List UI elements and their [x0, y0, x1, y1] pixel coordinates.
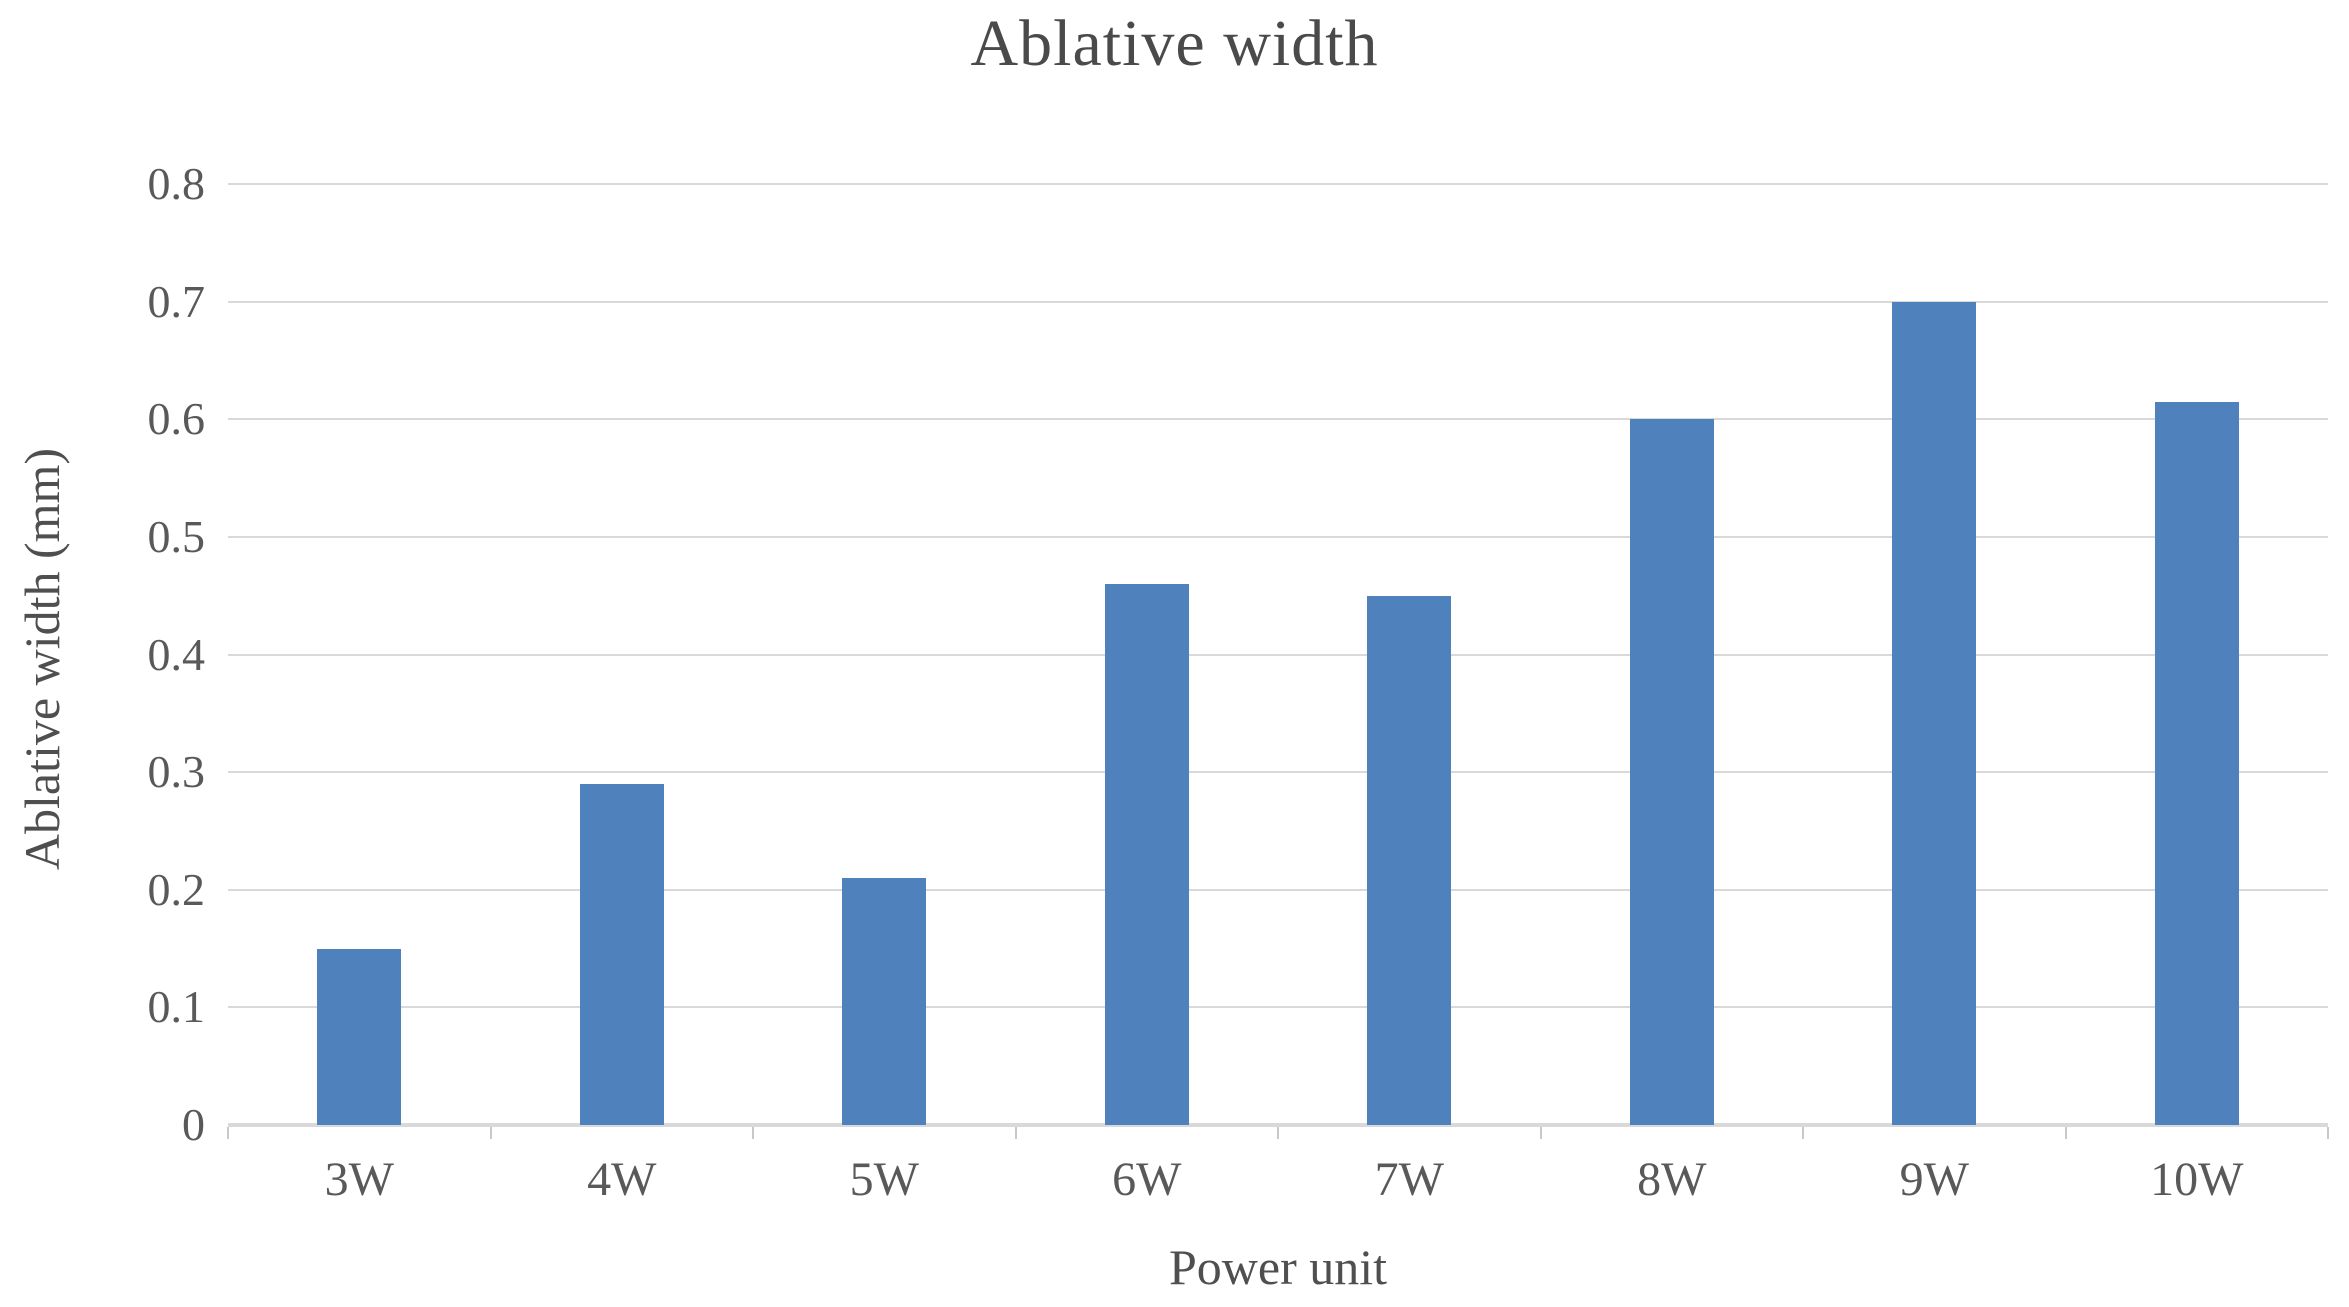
- x-tick-label: 6W: [1112, 1153, 1182, 1206]
- bar-8w: [1629, 419, 1714, 1125]
- y-tick-label: 0.8: [147, 158, 206, 209]
- x-axis-tick-mark: [1277, 1127, 1279, 1139]
- gridline: [228, 418, 2328, 421]
- x-axis-tick-mark: [1539, 1127, 1542, 1139]
- x-axis-tick-mark: [227, 1127, 229, 1139]
- y-tick-label: 0: [182, 1099, 205, 1150]
- x-tick-label: 8W: [1637, 1153, 1707, 1206]
- y-tick-label: 0.6: [147, 393, 206, 445]
- chart-title: Ablative width: [970, 7, 1379, 80]
- x-axis-tick-mark: [1802, 1127, 1804, 1139]
- y-tick-label: 0.5: [147, 510, 206, 562]
- x-tick-label: 3W: [324, 1153, 394, 1206]
- x-axis-tick-mark: [752, 1127, 754, 1139]
- x-tick-label: 7W: [1374, 1153, 1444, 1206]
- gridline: [228, 888, 2328, 891]
- x-axis-tick-mark: [489, 1127, 492, 1139]
- gridline: [228, 183, 2328, 185]
- x-axis-tick-mark: [2327, 1127, 2329, 1139]
- gridline: [228, 653, 2328, 656]
- x-tick-label: 10W: [2150, 1153, 2244, 1206]
- gridline: [228, 1006, 2328, 1009]
- y-tick-label: 0.3: [147, 746, 206, 798]
- y-tick-label: 0.2: [147, 863, 206, 915]
- bar-7w: [1367, 595, 1452, 1125]
- bar-6w: [1104, 583, 1189, 1125]
- x-axis-title: Power unit: [1168, 1239, 1388, 1295]
- x-tick-label: 9W: [1899, 1153, 1969, 1206]
- bar-3w: [317, 948, 402, 1125]
- x-axis-line: [228, 1123, 2328, 1127]
- bar-4w: [579, 783, 664, 1125]
- x-tick-label: 5W: [849, 1153, 919, 1206]
- bar-9w: [1892, 301, 1977, 1125]
- bar-10w: [2154, 401, 2239, 1125]
- gridline: [228, 300, 2328, 303]
- plot-area: [227, 183, 2329, 1139]
- y-tick-label: 0.4: [147, 628, 206, 680]
- gridline: [228, 535, 2328, 538]
- gridline: [228, 771, 2328, 774]
- x-axis-tick-mark: [2064, 1127, 2067, 1139]
- x-tick-label: 4W: [587, 1153, 657, 1206]
- bar-5w: [842, 878, 927, 1125]
- y-tick-label: 0.7: [147, 275, 206, 327]
- y-tick-label: 0.1: [147, 981, 206, 1033]
- x-axis-tick-mark: [1014, 1127, 1017, 1139]
